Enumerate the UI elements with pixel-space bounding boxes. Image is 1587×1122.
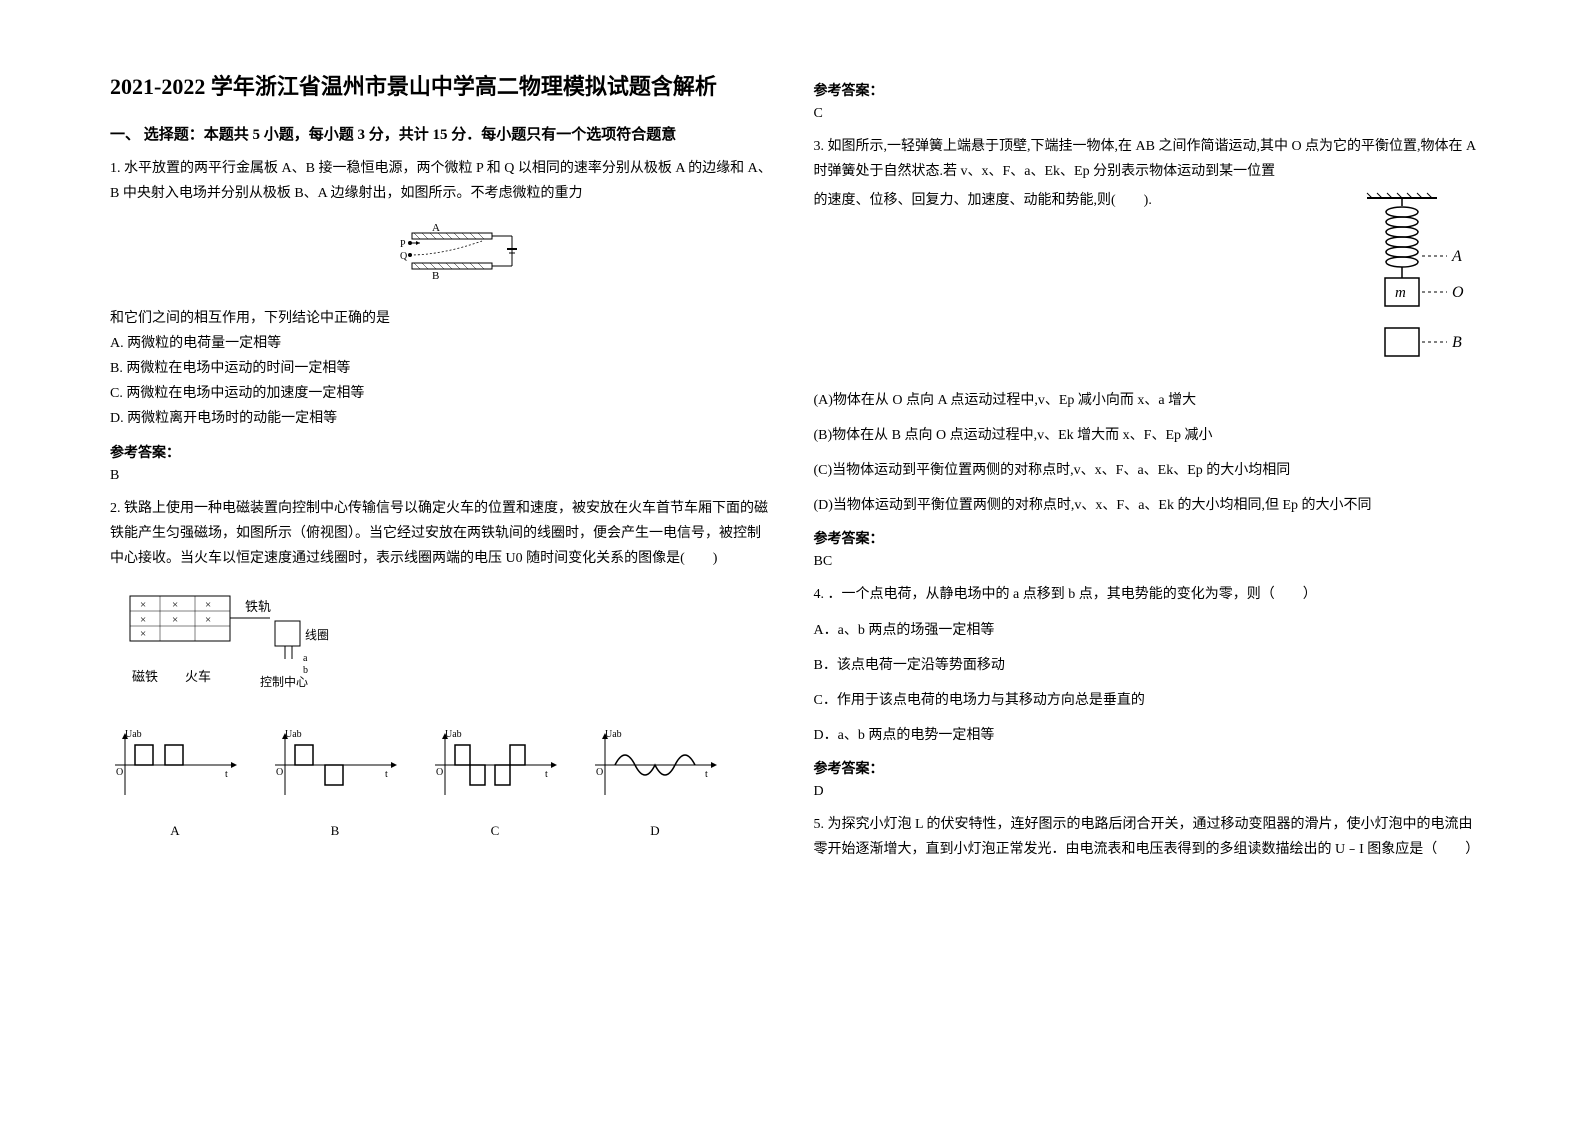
q3-answer: BC xyxy=(814,554,1478,570)
svg-text:B: B xyxy=(1452,334,1462,351)
question-2: 2. 铁路上使用一种电磁装置向控制中心传输信号以确定火车的位置和速度，被安放在火… xyxy=(110,496,774,843)
svg-text:A: A xyxy=(1451,248,1462,265)
q1-option-a: A. 两微粒的电荷量一定相等 xyxy=(110,331,774,356)
svg-text:×: × xyxy=(172,599,178,611)
q1-answer: B xyxy=(110,468,774,484)
q4-answer: D xyxy=(814,784,1478,800)
svg-text:×: × xyxy=(140,599,146,611)
svg-text:磁铁: 磁铁 xyxy=(132,669,158,684)
q2-answer-label: 参考答案： xyxy=(814,80,1478,100)
q4-option-a: A．a、b 两点的场强一定相等 xyxy=(814,618,1478,643)
q3-option-c: (C)当物体运动到平衡位置两侧的对称点时,v、x、F、a、Ek、Ep 的大小均相… xyxy=(814,458,1478,483)
section-1-title: 一、 选择题：本题共 5 小题，每小题 3 分，共计 15 分．每小题只有一个选… xyxy=(110,123,774,144)
graph-a-label: A xyxy=(110,819,240,842)
q1-text-2: 和它们之间的相互作用，下列结论中正确的是 xyxy=(110,311,390,326)
svg-text:O: O xyxy=(596,767,603,778)
q2-text: 2. 铁路上使用一种电磁装置向控制中心传输信号以确定火车的位置和速度，被安放在火… xyxy=(110,496,774,572)
left-column: 2021-2022 学年浙江省温州市景山中学高二物理模拟试题含解析 一、 选择题… xyxy=(90,70,794,1052)
q3-option-a: (A)物体在从 O 点向 A 点运动过程中,v、Ep 减小向而 x、a 增大 xyxy=(814,388,1478,413)
svg-text:Q: Q xyxy=(400,251,408,262)
svg-text:O: O xyxy=(436,767,443,778)
svg-text:O: O xyxy=(116,767,123,778)
graph-b-label: B xyxy=(270,819,400,842)
q2-rail-figure: × × × × × × × 铁轨 线圈 a b 磁铁 火车 控制中心 xyxy=(110,581,774,710)
q4-text: 4. ．一个点电荷，从静电场中的 a 点移到 b 点，其电势能的变化为零，则（ … xyxy=(814,582,1478,607)
q3-spring-figure: m A O B xyxy=(1327,188,1477,377)
q1-text-1: 1. 水平放置的两平行金属板 A、B 接一稳恒电源，两个微粒 P 和 Q 以相同… xyxy=(110,156,774,206)
svg-text:火车: 火车 xyxy=(185,669,211,684)
q4-option-d: D．a、b 两点的电势一定相等 xyxy=(814,723,1478,748)
right-column: 参考答案： C 3. 如图所示,一轻弹簧上端悬于顶壁,下端挂一物体,在 AB 之… xyxy=(794,70,1498,1052)
svg-text:O: O xyxy=(1452,284,1464,301)
graph-option-b: Uab t O B xyxy=(270,725,400,843)
svg-text:×: × xyxy=(172,614,178,626)
q2-graph-options: Uab t O A Uab xyxy=(110,725,774,843)
q3-option-d: (D)当物体运动到平衡位置两侧的对称点时,v、x、F、a、Ek 的大小均相同,但… xyxy=(814,493,1478,518)
svg-text:铁轨: 铁轨 xyxy=(245,599,271,614)
q4-option-b: B．该点电荷一定沿等势面移动 xyxy=(814,653,1478,678)
svg-text:t: t xyxy=(705,769,708,780)
graph-option-c: Uab t O C xyxy=(430,725,560,843)
graph-b-svg: Uab t O xyxy=(270,725,400,805)
question-4: 4. ．一个点电荷，从静电场中的 a 点移到 b 点，其电势能的变化为零，则（ … xyxy=(814,582,1478,748)
document-title: 2021-2022 学年浙江省温州市景山中学高二物理模拟试题含解析 xyxy=(110,70,774,103)
svg-text:控制中心: 控制中心 xyxy=(260,674,308,689)
q1-option-b: B. 两微粒在电场中运动的时间一定相等 xyxy=(110,356,774,381)
graph-option-d: Uab t O D xyxy=(590,725,720,843)
q3-text-1: 3. 如图所示,一轻弹簧上端悬于顶壁,下端挂一物体,在 AB 之间作简谐运动,其… xyxy=(814,134,1478,184)
q3-option-b: (B)物体在从 B 点向 O 点运动过程中,v、Ek 增大而 x、F、Ep 减小 xyxy=(814,423,1478,448)
q4-answer-label: 参考答案： xyxy=(814,758,1478,778)
rail-diagram: × × × × × × × 铁轨 线圈 a b 磁铁 火车 控制中心 xyxy=(110,581,340,701)
svg-text:t: t xyxy=(385,769,388,780)
graph-d-label: D xyxy=(590,819,720,842)
graph-option-a: Uab t O A xyxy=(110,725,240,843)
question-1: 1. 水平放置的两平行金属板 A、B 接一稳恒电源，两个微粒 P 和 Q 以相同… xyxy=(110,156,774,432)
svg-text:P: P xyxy=(400,239,406,250)
q5-text: 5. 为探究小灯泡 L 的伏安特性，连好图示的电路后闭合开关，通过移动变阻器的滑… xyxy=(814,812,1478,862)
question-5: 5. 为探究小灯泡 L 的伏安特性，连好图示的电路后闭合开关，通过移动变阻器的滑… xyxy=(814,812,1478,862)
svg-text:O: O xyxy=(276,767,283,778)
svg-text:线圈: 线圈 xyxy=(305,628,329,642)
svg-text:×: × xyxy=(140,614,146,626)
q1-option-c: C. 两微粒在电场中运动的加速度一定相等 xyxy=(110,381,774,406)
q4-option-c: C．作用于该点电荷的电场力与其移动方向总是垂直的 xyxy=(814,688,1478,713)
svg-text:m: m xyxy=(1395,285,1406,301)
svg-text:×: × xyxy=(140,628,146,640)
question-3: 3. 如图所示,一轻弹簧上端悬于顶壁,下端挂一物体,在 AB 之间作简谐运动,其… xyxy=(814,134,1478,518)
graph-d-svg: Uab t O xyxy=(590,725,720,805)
spring-diagram: m A O B xyxy=(1327,188,1477,368)
svg-text:×: × xyxy=(205,599,211,611)
svg-text:A: A xyxy=(432,222,440,234)
svg-text:t: t xyxy=(225,769,228,780)
svg-text:B: B xyxy=(432,270,439,281)
svg-text:t: t xyxy=(545,769,548,780)
q1-figure: A P Q xyxy=(110,216,774,295)
graph-c-label: C xyxy=(430,819,560,842)
q2-answer: C xyxy=(814,106,1478,122)
q1-option-d: D. 两微粒离开电场时的动能一定相等 xyxy=(110,406,774,431)
graph-a-svg: Uab t O xyxy=(110,725,240,805)
graph-c-svg: Uab t O xyxy=(430,725,560,805)
svg-text:×: × xyxy=(205,614,211,626)
q1-answer-label: 参考答案： xyxy=(110,442,774,462)
plates-diagram: A P Q xyxy=(342,221,542,281)
svg-text:a: a xyxy=(303,653,308,664)
q3-answer-label: 参考答案： xyxy=(814,528,1478,548)
